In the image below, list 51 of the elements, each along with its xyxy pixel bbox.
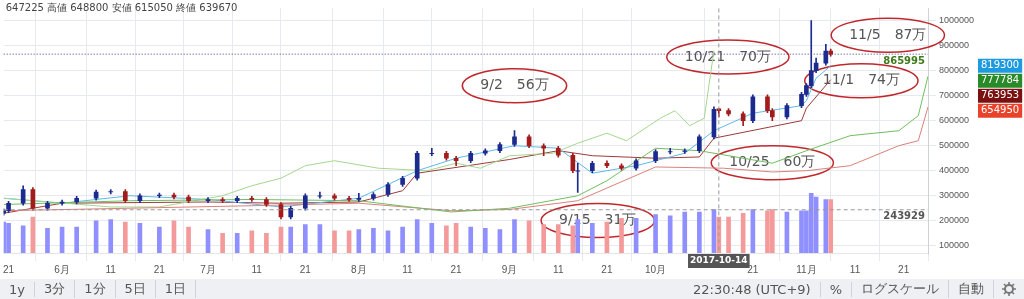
text: 5日 <box>115 280 156 298</box>
x-tick-label: 7月 <box>200 263 216 275</box>
text: 763953 <box>981 89 1020 101</box>
x-tick-label: 21 <box>601 263 613 275</box>
candlestick <box>575 162 581 193</box>
y-tick-label: 700000 <box>939 90 970 101</box>
y-tick-label: 200000 <box>939 215 970 226</box>
text: 22:30:48 (UTC+9) <box>684 281 821 297</box>
annotation: 10/21 70万 <box>684 47 771 64</box>
x-tick-label: 11 <box>849 263 861 275</box>
x-tick-label: 8月 <box>351 263 367 275</box>
text: ログスケール <box>852 280 949 298</box>
x-tick-label: 9月 <box>501 263 518 275</box>
text: 819300 <box>981 59 1020 71</box>
annotation: 11/1 74万 <box>822 71 901 88</box>
text: 1y <box>0 281 35 297</box>
x-tick-label: 11 <box>251 263 263 275</box>
text: 3分 <box>34 280 76 298</box>
y-tick-label: 500000 <box>939 140 970 151</box>
x-tick-label: 21 <box>747 263 759 275</box>
x-tick-label: 21 <box>299 263 312 275</box>
x-tick-label: 11月 <box>796 263 817 275</box>
x-tick-label: 10月 <box>645 263 667 275</box>
annotation: 10/25 60万 <box>729 153 816 170</box>
annotation: 11/5 87万 <box>849 25 927 42</box>
annotation: 9/2 56万 <box>480 76 549 93</box>
x-tick-label: 21 <box>153 263 166 275</box>
text: 777784 <box>981 74 1020 86</box>
x-tick-label: 11 <box>553 263 564 275</box>
text: 654950 <box>981 104 1020 116</box>
y-tick-label: 900000 <box>939 40 970 51</box>
x-tick-label: 11 <box>402 263 414 275</box>
y-tick-label: 300000 <box>939 190 970 201</box>
x-tick-label: 21 <box>450 263 463 275</box>
x-tick-label: 21 <box>898 263 910 275</box>
x-tick-label: 11 <box>105 263 117 275</box>
text: 1日 <box>155 280 197 298</box>
x-tick-label: 6月 <box>54 263 70 275</box>
y-tick-label: 1000000 <box>939 15 975 26</box>
ref-line-label: 2017-10-14 <box>690 255 748 266</box>
y-tick-label: 400000 <box>939 165 970 176</box>
annotation: 647225 高値 648800 安値 615050 終値 639670 <box>5 1 238 13</box>
text: 自動 <box>949 280 994 298</box>
ref-line-label: 865995 <box>883 54 926 66</box>
y-tick-label: 100000 <box>939 240 970 251</box>
x-tick-label: 21 <box>3 263 15 275</box>
text: 1分 <box>75 280 116 298</box>
text: % <box>820 281 852 297</box>
y-tick-label: 800000 <box>939 65 970 76</box>
y-tick-label: 600000 <box>939 115 970 126</box>
ref-line-label: 243929 <box>883 210 926 222</box>
